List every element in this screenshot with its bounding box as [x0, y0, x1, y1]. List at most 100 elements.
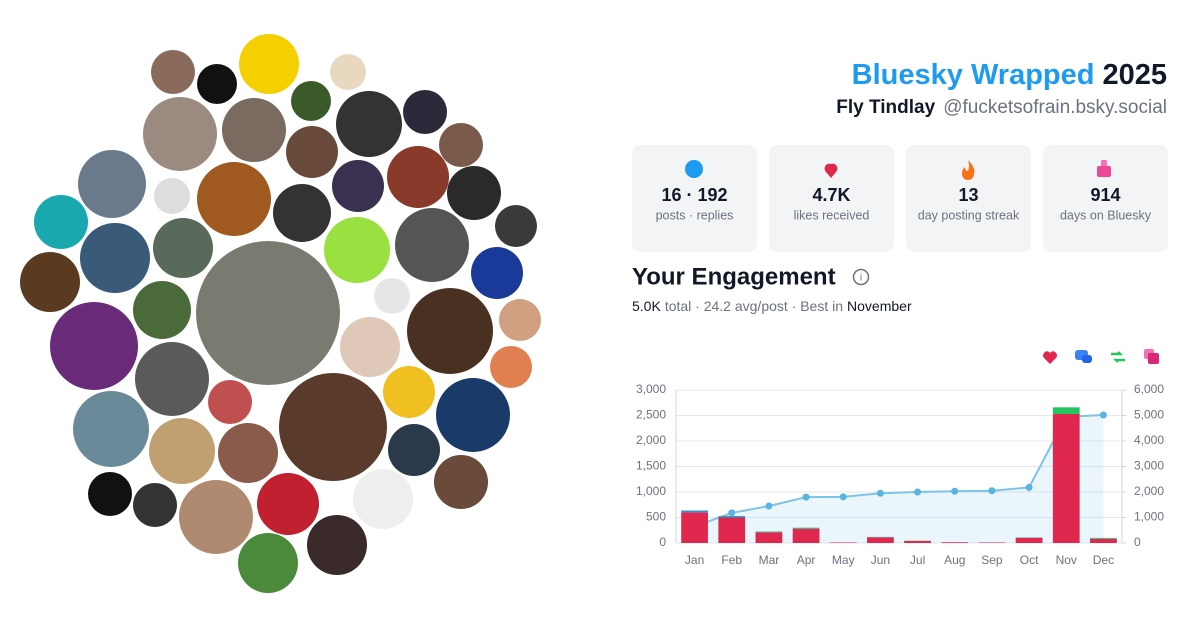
avatar[interactable] — [196, 241, 340, 385]
avatar[interactable] — [153, 218, 213, 278]
avatar[interactable] — [151, 50, 195, 94]
avatar[interactable] — [434, 455, 488, 509]
avatar[interactable] — [257, 473, 319, 535]
avatar[interactable] — [197, 162, 271, 236]
stat-value: 16 · 192 — [661, 185, 727, 205]
avatar[interactable] — [332, 160, 384, 212]
engagement-summary: 5.0K total · 24.2 avg/post · Best in Novem… — [632, 298, 912, 314]
avatar[interactable] — [495, 205, 537, 247]
avatar[interactable] — [239, 34, 299, 94]
avatar[interactable] — [436, 378, 510, 452]
bar-segment — [681, 510, 708, 513]
info-glyph: i — [860, 273, 862, 284]
avatar[interactable] — [499, 299, 541, 341]
avatar[interactable] — [133, 483, 177, 527]
legend-reposts[interactable] — [1111, 351, 1125, 363]
avatar[interactable] — [179, 480, 253, 554]
best-month: November — [847, 298, 912, 314]
avatar[interactable] — [286, 126, 338, 178]
streak-icon — [962, 160, 975, 180]
bar-segment — [792, 528, 820, 543]
stat-label: day posting streak — [918, 208, 1020, 222]
avatar[interactable] — [439, 123, 483, 167]
y-tick-label: 1,000 — [636, 484, 666, 498]
avatar[interactable] — [73, 391, 149, 467]
line-point — [951, 487, 959, 495]
avatar[interactable] — [353, 469, 413, 529]
bar-segment — [1090, 537, 1117, 539]
bar-segment — [718, 516, 746, 518]
bar-segment — [718, 515, 746, 517]
y-tick-label: 2,000 — [636, 433, 666, 447]
avatar[interactable] — [340, 317, 400, 377]
avatar[interactable] — [490, 346, 532, 388]
stat-label: likes received — [794, 208, 870, 222]
line-point — [988, 487, 996, 495]
cake-top — [1101, 160, 1107, 166]
avatar[interactable] — [388, 424, 440, 476]
stat-label: posts · replies — [656, 208, 734, 222]
bar-segment — [681, 512, 708, 543]
avatar[interactable] — [149, 418, 215, 484]
avatar[interactable] — [336, 91, 402, 157]
avatar[interactable] — [238, 533, 298, 593]
avatar[interactable] — [279, 373, 387, 481]
line-point — [839, 493, 847, 501]
bar-segment — [829, 542, 857, 543]
year: 2025 — [1102, 59, 1167, 91]
avatar[interactable] — [133, 281, 191, 339]
avatar[interactable] — [403, 90, 447, 134]
y-tick-label: 2,500 — [636, 408, 666, 422]
bar-segment — [1052, 407, 1080, 414]
stat-card — [632, 145, 757, 252]
y2-tick-label: 5,000 — [1134, 408, 1164, 422]
line-area — [694, 414, 1104, 543]
avatar[interactable] — [374, 278, 410, 314]
avatar[interactable] — [154, 178, 190, 214]
avatar[interactable] — [143, 97, 217, 171]
avatar[interactable] — [78, 150, 146, 218]
avatar[interactable] — [383, 366, 435, 418]
x-tick-label: Feb — [721, 553, 742, 567]
cake-icon — [1097, 166, 1111, 177]
engagement-chart: 0 500 1,000 1,500 2,000 2,500 3,000 0 1,000 2,000… — [636, 382, 1164, 567]
x-tick-label: Oct — [1020, 553, 1039, 567]
stat-value: 4.7K — [812, 185, 850, 205]
line-point — [802, 493, 810, 501]
avatar[interactable] — [208, 380, 252, 424]
avatar[interactable] — [307, 515, 367, 575]
x-tick-label: Sep — [981, 553, 1003, 567]
avatar[interactable] — [197, 64, 237, 104]
x-tick-label: Dec — [1093, 553, 1114, 567]
bar-segment — [867, 537, 894, 543]
avatar[interactable] — [88, 472, 132, 516]
user-line: Fly Tindlay @fucketsofrain.bsky.social — [836, 97, 1167, 118]
avatar[interactable] — [273, 184, 331, 242]
avatar[interactable] — [50, 302, 138, 390]
avatar[interactable] — [222, 98, 286, 162]
user-handle: @fucketsofrain.bsky.social — [943, 97, 1167, 118]
bar-segment — [755, 532, 783, 543]
info-icon[interactable] — [852, 268, 870, 286]
avatar[interactable] — [395, 208, 469, 282]
legend-likes[interactable] — [1043, 351, 1057, 364]
avatar[interactable] — [34, 195, 88, 249]
bar-segment — [681, 510, 708, 511]
avatar[interactable] — [218, 423, 278, 483]
avatar[interactable] — [324, 217, 390, 283]
avatar[interactable] — [330, 54, 366, 90]
bar-segment — [904, 540, 931, 543]
legend — [1043, 349, 1159, 364]
avatar[interactable] — [20, 252, 80, 312]
avatar[interactable] — [387, 146, 449, 208]
line-point — [914, 488, 922, 496]
avatar[interactable] — [471, 247, 523, 299]
avatar[interactable] — [291, 81, 331, 121]
avatar[interactable] — [407, 288, 493, 374]
avatar[interactable] — [80, 223, 150, 293]
avatar[interactable] — [447, 166, 501, 220]
avatar[interactable] — [135, 342, 209, 416]
line — [694, 413, 1104, 528]
stat-card — [769, 145, 894, 252]
